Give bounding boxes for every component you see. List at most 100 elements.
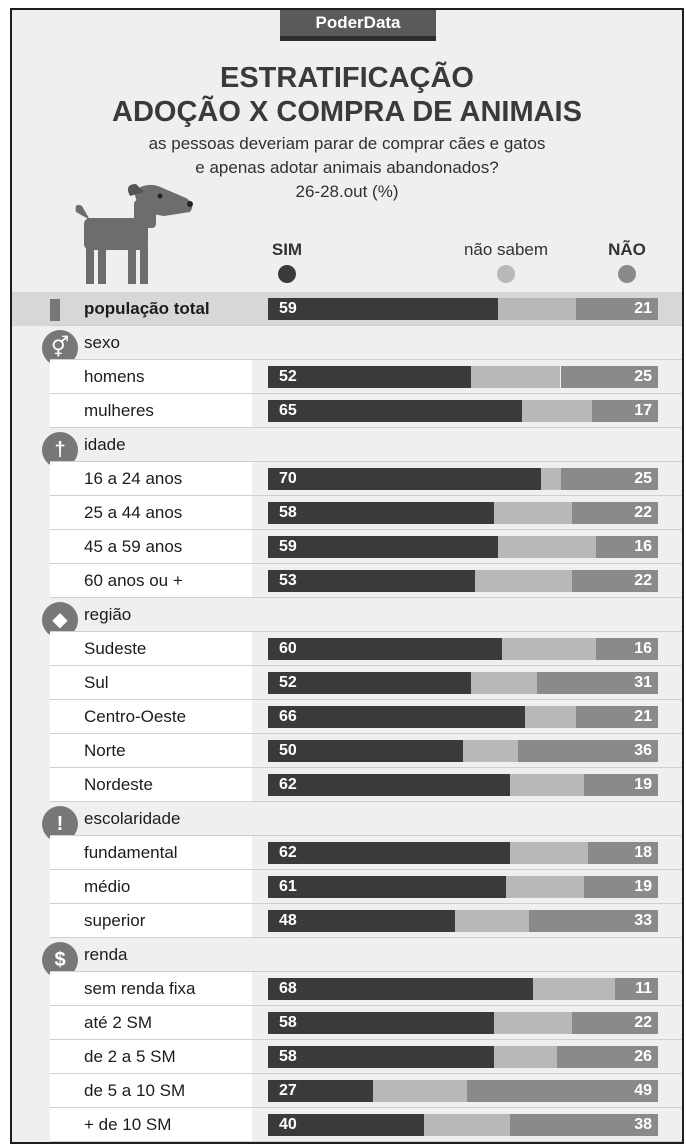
- bar-nao: [587, 842, 658, 864]
- table-row: + de 10 SM 40 38: [12, 1108, 682, 1142]
- row-label-background: [50, 1074, 252, 1108]
- bar-nao-sabem: [525, 706, 577, 728]
- table-row: de 2 a 5 SM 58 26: [12, 1040, 682, 1074]
- table-row: Centro-Oeste 66 21: [12, 700, 682, 734]
- row-label-background: [50, 1040, 252, 1074]
- row-separator: [50, 393, 682, 394]
- value-label-sim: 62: [279, 844, 297, 861]
- legend-nao-sabem-label: não sabem: [463, 240, 549, 259]
- value-label-nao: 26: [634, 1048, 652, 1065]
- row-label: 45 a 59 anos: [84, 537, 183, 556]
- table-row: 60 anos ou + 53 22: [12, 564, 682, 598]
- bar-nao-sabem: [455, 910, 530, 932]
- row-separator: [50, 1141, 682, 1142]
- row-separator: [50, 1005, 682, 1006]
- value-label-sim: 68: [279, 980, 297, 997]
- row-label: até 2 SM: [84, 1013, 153, 1032]
- bar-nao: [615, 978, 658, 1000]
- row-label: 16 a 24 anos: [84, 469, 183, 488]
- category-header: ! escolaridade: [12, 802, 682, 842]
- row-separator: [50, 971, 682, 972]
- bar-sim: [268, 298, 499, 320]
- row-label: sexo: [84, 333, 120, 352]
- value-label-sim: 48: [279, 912, 297, 929]
- row-label-background: [50, 904, 252, 938]
- bar-nao: [583, 774, 658, 796]
- stacked-bar: 65 17: [268, 400, 658, 422]
- bar-nao: [595, 536, 658, 558]
- row-separator: [50, 631, 682, 632]
- bar-nao: [560, 468, 658, 490]
- row-separator: [50, 733, 682, 734]
- bar-nao-sabem: [502, 638, 596, 660]
- brand-badge: PoderData: [280, 10, 436, 36]
- stacked-bar: 66 21: [268, 706, 658, 728]
- stacked-bar: 60 16: [268, 638, 658, 660]
- bar-nao: [466, 1080, 658, 1102]
- row-label: + de 10 SM: [84, 1115, 172, 1134]
- row-separator: [50, 937, 682, 938]
- value-label-nao: 22: [634, 572, 652, 589]
- row-label: médio: [84, 877, 131, 896]
- bar-nao: [537, 672, 658, 694]
- bar-nao-sabem: [494, 1046, 557, 1068]
- value-label-nao: 18: [634, 844, 652, 861]
- row-label: população total: [84, 299, 210, 318]
- bar-nao-sabem: [505, 876, 584, 898]
- bar-sim: [268, 570, 475, 592]
- value-label-nao: 21: [634, 300, 652, 317]
- stacked-bar: 59 21: [268, 298, 658, 320]
- stacked-bar: 50 36: [268, 740, 658, 762]
- value-label-sim: 52: [279, 368, 297, 385]
- category-header: † idade: [12, 428, 682, 468]
- value-label-sim: 58: [279, 1048, 297, 1065]
- row-label: 25 a 44 anos: [84, 503, 183, 522]
- row-label: idade: [84, 435, 126, 454]
- row-separator: [50, 1039, 682, 1040]
- table-row: médio 61 19: [12, 870, 682, 904]
- bar-sim: [268, 400, 522, 422]
- value-label-nao: 25: [634, 470, 652, 487]
- row-separator: [50, 529, 682, 530]
- bar-nao: [576, 706, 658, 728]
- table-row: fundamental 62 18: [12, 836, 682, 870]
- bar-nao-sabem: [498, 298, 577, 320]
- row-separator: [50, 869, 682, 870]
- stacked-bar: 58 26: [268, 1046, 658, 1068]
- value-label-nao: 25: [634, 368, 652, 385]
- table-row: Sudeste 60 16: [12, 632, 682, 666]
- value-label-sim: 53: [279, 572, 297, 589]
- bar-nao: [583, 876, 658, 898]
- legend-nao-label: NÃO: [608, 240, 646, 259]
- bar-nao-sabem: [474, 570, 573, 592]
- bar-nao: [529, 910, 658, 932]
- bar-nao-sabem: [463, 740, 518, 762]
- value-label-nao: 11: [635, 980, 652, 997]
- total-row: população total 59 21: [12, 292, 682, 326]
- bar-nao: [509, 1114, 658, 1136]
- bar-nao-sabem: [494, 502, 573, 524]
- value-label-sim: 50: [279, 742, 297, 759]
- row-separator: [50, 835, 682, 836]
- table-row: 25 a 44 anos 58 22: [12, 496, 682, 530]
- stacked-bar: 53 22: [268, 570, 658, 592]
- bar-sim: [268, 1080, 374, 1102]
- row-separator: [50, 903, 682, 904]
- bar-sim: [268, 638, 502, 660]
- stacked-bar: 68 11: [268, 978, 658, 1000]
- row-separator: [50, 461, 682, 462]
- bar-sim: [268, 1114, 424, 1136]
- stacked-bar: 40 38: [268, 1114, 658, 1136]
- stacked-bar: 58 22: [268, 502, 658, 524]
- title-line-2: ADOÇÃO X COMPRA DE ANIMAIS: [112, 96, 582, 128]
- row-label-background: [50, 564, 252, 598]
- value-label-sim: 52: [279, 674, 297, 691]
- stacked-bar: 27 49: [268, 1080, 658, 1102]
- row-separator: [50, 699, 682, 700]
- bar-nao-sabem: [541, 468, 561, 490]
- row-separator: [50, 563, 682, 564]
- bar-sim: [268, 910, 456, 932]
- value-label-nao: 19: [634, 776, 652, 793]
- row-separator: [50, 665, 682, 666]
- legend-nao-sabem-dot: [497, 265, 515, 283]
